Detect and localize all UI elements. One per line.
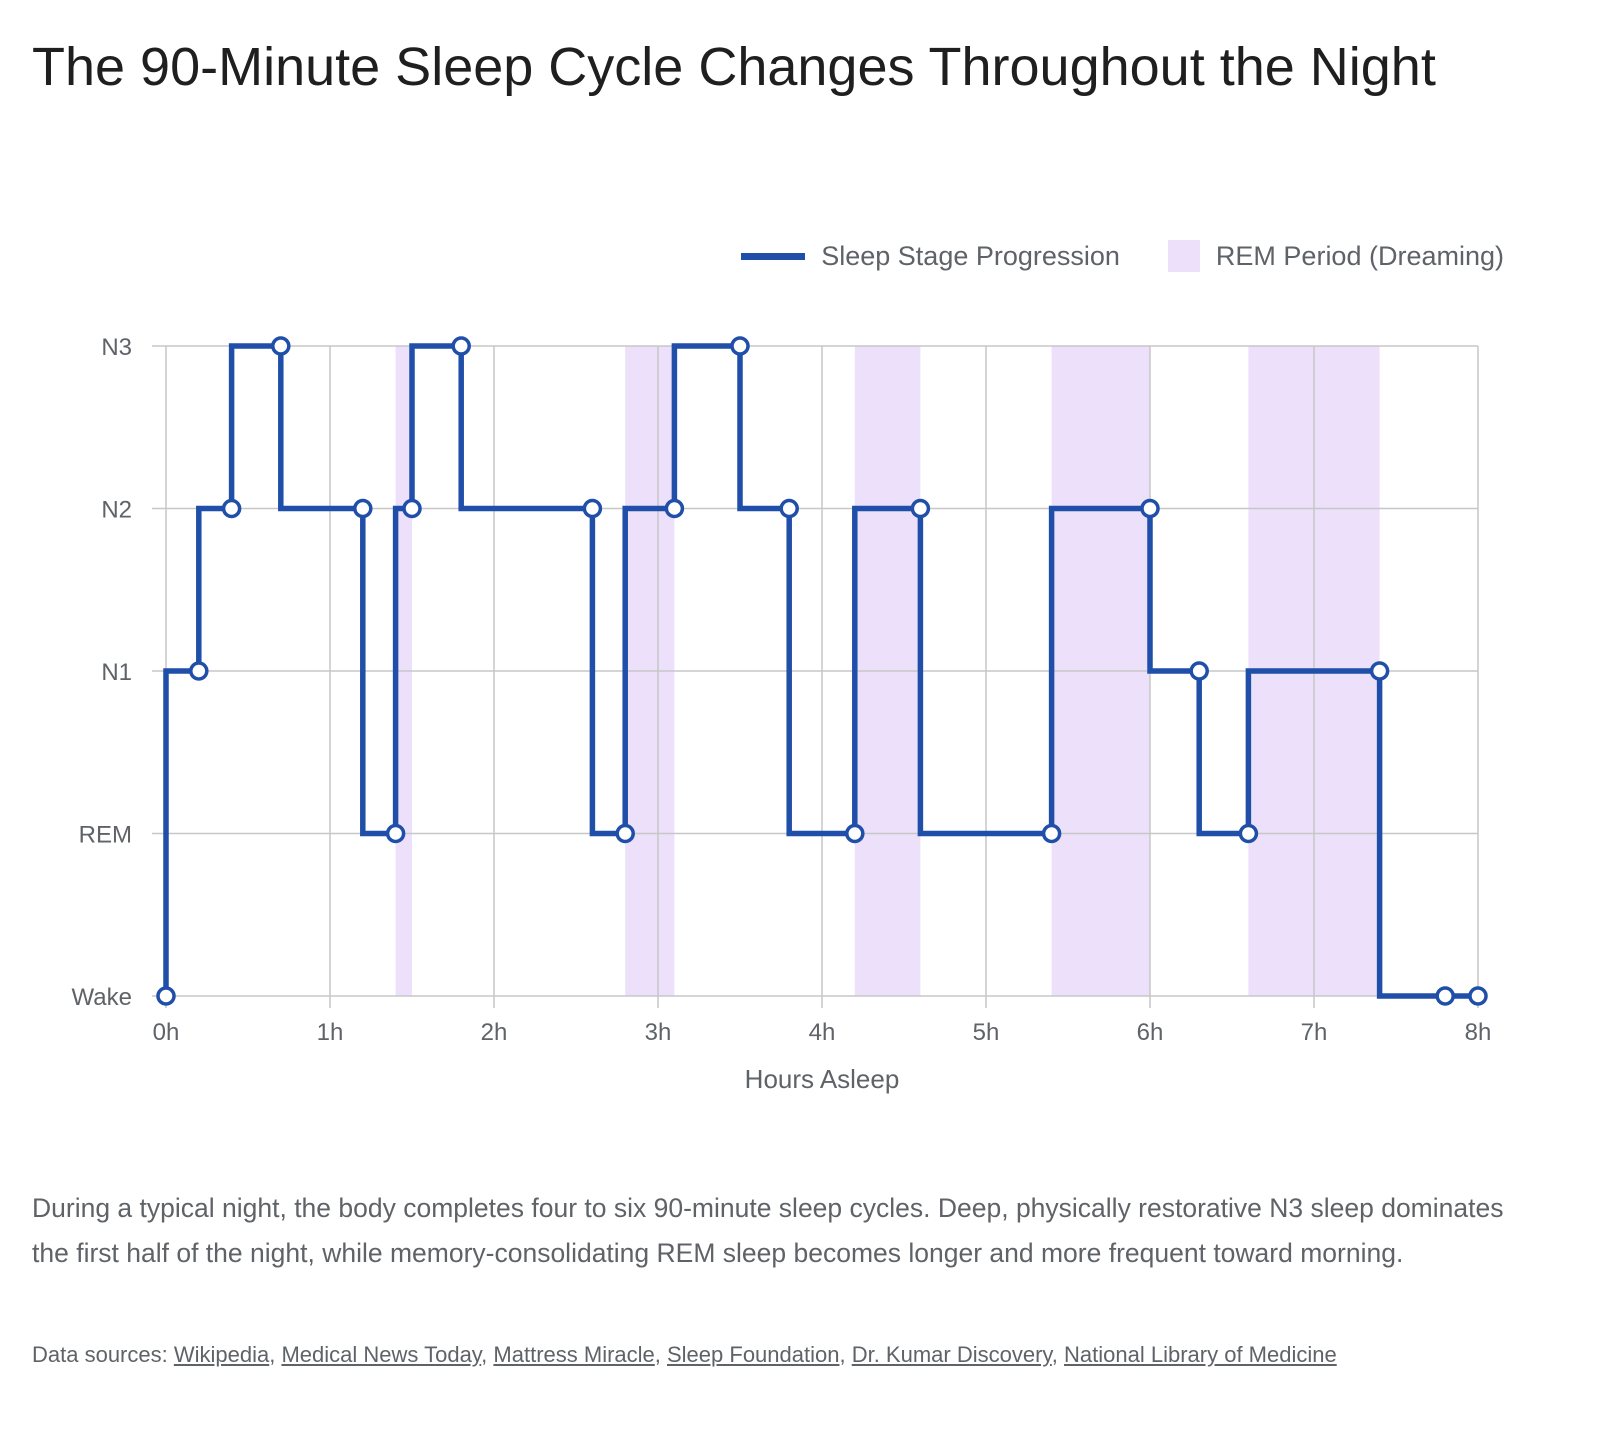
y-tick-label-rem: REM bbox=[79, 822, 132, 849]
data-sources: Data sources: Wikipedia, Medical News To… bbox=[32, 1342, 1552, 1368]
data-point-4 bbox=[271, 336, 291, 356]
x-tick-label-8: 8h bbox=[1465, 1019, 1492, 1046]
sleep-stage-points bbox=[156, 336, 1488, 1006]
legend-line-swatch bbox=[741, 252, 806, 260]
data-point-3 bbox=[221, 498, 242, 519]
x-tick-label-5: 5h bbox=[973, 1019, 1000, 1046]
data-point-22 bbox=[1468, 986, 1488, 1006]
data-point-8 bbox=[451, 336, 471, 356]
sleep-stage-line bbox=[163, 343, 1478, 999]
data-point-2 bbox=[189, 661, 209, 681]
data-point-7 bbox=[402, 498, 422, 519]
data-point-11 bbox=[664, 498, 685, 519]
x-tick-label-4: 4h bbox=[809, 1019, 836, 1046]
x-tick-label-2: 2h bbox=[481, 1019, 508, 1046]
chart-description: During a typical night, the body complet… bbox=[32, 1193, 1504, 1268]
source-separator: , bbox=[1051, 1342, 1065, 1367]
y-tick-label-n1: N1 bbox=[101, 659, 132, 686]
source-link-4[interactable]: Sleep Foundation bbox=[667, 1342, 840, 1367]
source-separator: , bbox=[839, 1342, 852, 1367]
legend-band-swatch bbox=[1167, 240, 1200, 272]
x-axis-labels: 0h 1h 2h 3h 4h 5h 6h 7h 8h bbox=[153, 1019, 1492, 1046]
data-point-15 bbox=[910, 498, 931, 519]
source-link-3[interactable]: Mattress Miracle bbox=[493, 1342, 655, 1367]
data-point-16 bbox=[1041, 823, 1062, 844]
data-point-1 bbox=[156, 986, 176, 1006]
data-point-6 bbox=[385, 823, 406, 844]
data-point-13 bbox=[779, 498, 799, 519]
sleep-cycle-chart: Wake REM N1 N2 N3 0h 1h 2h 3h 4h 5h 6h 7h 8h Hours A… bbox=[72, 334, 1492, 1094]
x-tick-label-7: 7h bbox=[1301, 1019, 1328, 1046]
legend-line-label: Sleep Stage Progression bbox=[821, 240, 1120, 271]
data-point-12 bbox=[730, 336, 750, 356]
legend-item-band[interactable]: REM Period (Dreaming) bbox=[1167, 240, 1504, 272]
data-point-10 bbox=[615, 823, 635, 844]
source-separator: , bbox=[654, 1342, 667, 1367]
x-tick-label-6: 6h bbox=[1137, 1019, 1164, 1046]
legend-band-label: REM Period (Dreaming) bbox=[1215, 240, 1504, 271]
data-point-18 bbox=[1189, 661, 1209, 681]
x-tick-label-1: 1h bbox=[317, 1019, 344, 1046]
sources-prefix: Data sources: bbox=[32, 1342, 174, 1367]
source-separator: , bbox=[269, 1342, 282, 1367]
data-point-19 bbox=[1238, 823, 1259, 844]
data-point-21 bbox=[1435, 986, 1455, 1006]
y-tick-label-wake: Wake bbox=[72, 984, 132, 1011]
legend-item-line[interactable]: Sleep Stage Progression bbox=[741, 241, 1120, 272]
data-point-9 bbox=[582, 498, 603, 519]
source-separator: , bbox=[481, 1342, 494, 1367]
x-tick-label-0: 0h bbox=[153, 1019, 180, 1046]
y-tick-label-n2: N2 bbox=[101, 497, 132, 524]
source-link-1[interactable]: Wikipedia bbox=[173, 1342, 270, 1367]
data-point-20 bbox=[1369, 661, 1390, 681]
y-axis-labels: Wake REM N1 N2 N3 bbox=[72, 334, 132, 1011]
data-point-17 bbox=[1140, 498, 1160, 519]
data-point-14 bbox=[845, 823, 865, 844]
legend: Sleep Stage Progression REM Period (Drea… bbox=[693, 240, 1504, 272]
source-links: Wikipedia, Medical News Today, Mattress … bbox=[174, 1342, 1337, 1367]
chart-title: The 90-Minute Sleep Cycle Changes Throug… bbox=[32, 37, 1436, 97]
source-link-6[interactable]: National Library of Medicine bbox=[1064, 1342, 1337, 1367]
x-tick-label-3: 3h bbox=[645, 1019, 672, 1046]
data-point-5 bbox=[353, 498, 373, 519]
source-link-2[interactable]: Medical News Today bbox=[281, 1342, 482, 1367]
y-tick-label-n3: N3 bbox=[101, 334, 132, 361]
x-axis-title: Hours Asleep bbox=[745, 1064, 900, 1094]
source-link-5[interactable]: Dr. Kumar Discovery bbox=[851, 1342, 1052, 1367]
